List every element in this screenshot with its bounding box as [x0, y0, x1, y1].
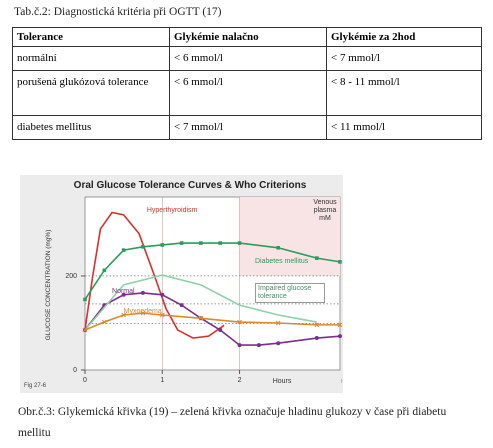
marker	[198, 315, 204, 321]
header-cell: Tolerance	[12, 27, 170, 47]
chart-title: Oral Glucose Tolerance Curves & Who Crit…	[74, 180, 307, 191]
series-line	[84, 211, 225, 339]
x-axis-label-2: Hrs	[341, 379, 343, 385]
marker	[237, 343, 242, 348]
x-tick-label: 2	[238, 377, 242, 384]
y2-axis-label: Venous plasma mM	[313, 199, 337, 222]
marker	[121, 312, 126, 318]
y-tick-label: 200	[65, 273, 77, 280]
marker	[314, 322, 320, 328]
marker	[160, 243, 165, 247]
x-axis-label: Hours	[273, 378, 292, 385]
marker	[121, 248, 126, 252]
marker	[276, 341, 281, 346]
marker	[121, 292, 126, 297]
series-label: Diabetes mellitus	[255, 258, 309, 265]
cell: < 6 mmol/l	[169, 70, 327, 116]
y-axis-label: GLUCOSE CONCENTRATION (mg%)	[45, 230, 52, 341]
series-line	[84, 274, 317, 331]
marker	[218, 241, 223, 245]
cell: < 7 mmol/l	[169, 115, 327, 140]
marker	[199, 241, 203, 245]
marker	[83, 297, 87, 302]
series-label: Normal	[112, 288, 135, 295]
series-line	[84, 312, 340, 331]
cell: diabetes mellitus	[12, 115, 170, 140]
marker	[159, 312, 165, 318]
x-tick-label: 1	[160, 377, 164, 384]
marker	[275, 320, 281, 326]
marker	[82, 327, 88, 333]
figure: Oral Glucose Tolerance Curves & Who Crit…	[20, 175, 343, 393]
marker	[102, 268, 107, 273]
caption: Tab.č.2: Diagnostická kritéria při OGTT …	[14, 6, 222, 18]
marker	[276, 245, 280, 250]
cell: normální	[12, 46, 170, 71]
marker	[315, 256, 319, 260]
cell: < 7 mmol/l	[326, 46, 482, 71]
y-tick-label: 0	[73, 367, 77, 374]
marker	[337, 322, 343, 328]
series-line	[84, 242, 341, 300]
marker	[237, 241, 242, 245]
marker	[140, 290, 145, 295]
figure-note: Fig 27-6	[24, 383, 47, 389]
x-tick-label: 0	[83, 377, 87, 384]
marker	[338, 334, 342, 339]
marker	[256, 343, 261, 348]
marker	[237, 319, 242, 325]
marker	[140, 310, 146, 316]
header-cell: Glykémie nalačno	[169, 27, 327, 47]
cell: porušená glukózová tolerance	[12, 70, 170, 116]
marker	[314, 336, 319, 341]
series-label: Myxoedema	[123, 308, 162, 315]
marker	[338, 260, 342, 264]
cell: < 6 mmol/l	[169, 46, 327, 71]
series-label: Hyperthyroidism	[146, 207, 198, 214]
criteria-table: Tolerance Glykémie nalačno Glykémie za 2ho…	[12, 27, 482, 140]
marker	[101, 319, 107, 325]
marker	[179, 241, 184, 245]
series-label: Impaired glucose tolerance	[255, 283, 325, 303]
marker	[179, 303, 184, 308]
header-cell: Glykémie za 2hod	[326, 27, 482, 47]
marker	[141, 245, 145, 249]
criteria-zone	[239, 197, 340, 276]
caption: Obr.č.3: Glykemická křivka (19) – zelená…	[18, 406, 447, 439]
cell: < 11 mmol/l	[326, 115, 482, 140]
marker	[218, 328, 223, 333]
cell: < 8 - 11 mmol/l	[326, 70, 482, 116]
marker	[160, 292, 165, 297]
